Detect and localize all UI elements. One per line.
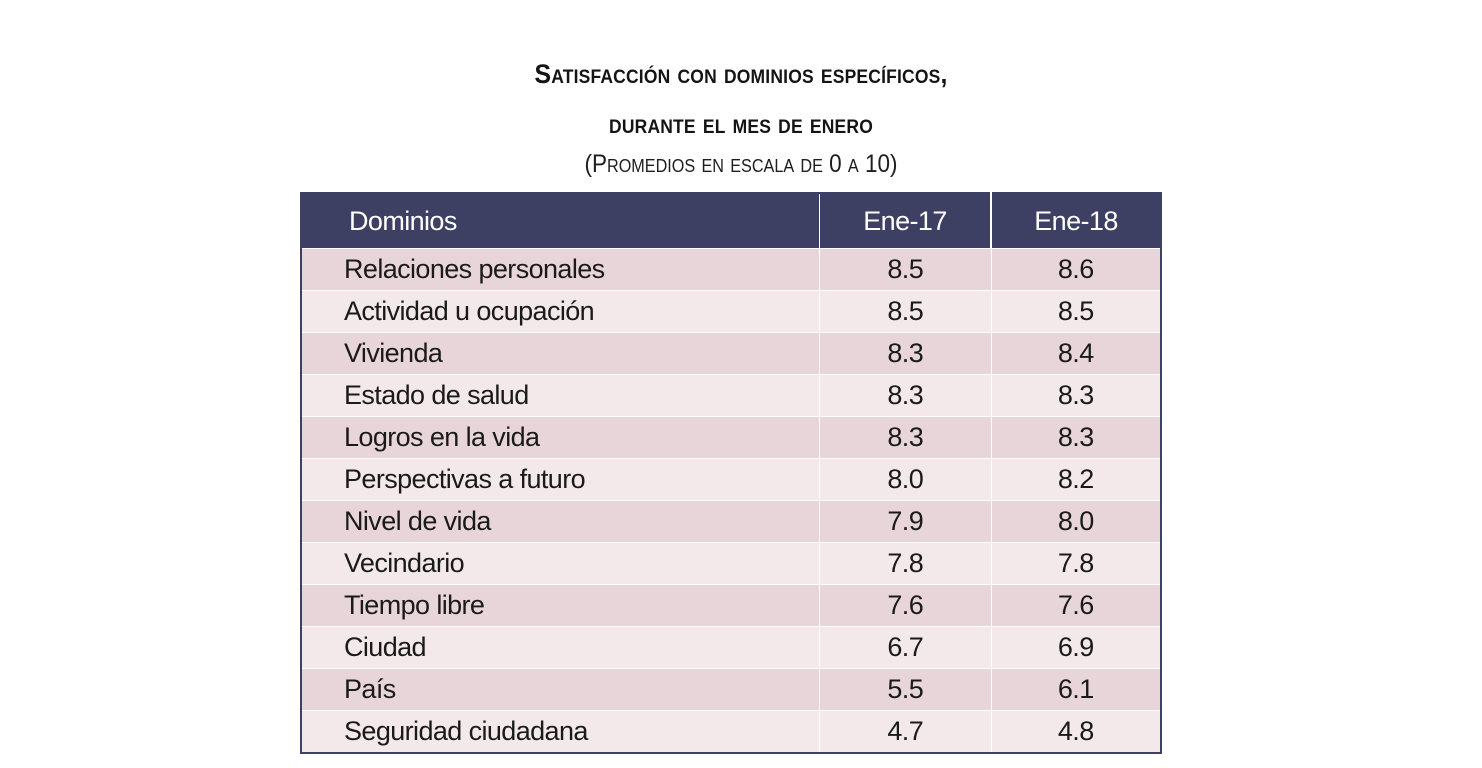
value-cell-ene-17: 8.5 <box>819 248 992 291</box>
value-cell-ene-18: 8.3 <box>991 416 1161 459</box>
table-row: Relaciones personales 8.5 8.6 <box>301 248 1161 291</box>
domain-cell: Seguridad ciudadana <box>301 710 820 753</box>
domain-cell: Actividad u ocupación <box>301 290 820 333</box>
value-cell-ene-18: 8.0 <box>991 500 1161 543</box>
table-row: Seguridad ciudadana 4.7 4.8 <box>301 710 1161 753</box>
domain-cell: Vivienda <box>301 332 820 375</box>
table-row: Tiempo libre 7.6 7.6 <box>301 584 1161 627</box>
domain-cell: Relaciones personales <box>301 248 820 291</box>
value-cell-ene-17: 5.5 <box>819 668 992 711</box>
domain-cell: Ciudad <box>301 626 820 669</box>
domain-cell: Estado de salud <box>301 374 820 417</box>
value-cell-ene-17: 7.8 <box>819 542 992 585</box>
value-cell-ene-18: 8.4 <box>991 332 1161 375</box>
value-cell-ene-17: 6.7 <box>819 626 992 669</box>
value-cell-ene-18: 4.8 <box>991 710 1161 753</box>
domain-cell: Tiempo libre <box>301 584 820 627</box>
chart-title-line-1: Satisfacción con dominios específicos, <box>534 59 948 89</box>
column-header-dominios: Dominios <box>301 193 820 249</box>
domain-cell: Perspectivas a futuro <box>301 458 820 501</box>
table-body: Relaciones personales 8.5 8.6 Actividad u o… <box>301 248 1161 753</box>
table-row: Vivienda 8.3 8.4 <box>301 332 1161 375</box>
domain-cell: Logros en la vida <box>301 416 820 459</box>
domain-cell: Nivel de vida <box>301 500 820 543</box>
table-row: Perspectivas a futuro 8.0 8.2 <box>301 458 1161 501</box>
value-cell-ene-18: 6.1 <box>991 668 1161 711</box>
table-row: Nivel de vida 7.9 8.0 <box>301 500 1161 543</box>
table-header-row: Dominios Ene-17 Ene-18 <box>301 193 1161 249</box>
value-cell-ene-17: 8.5 <box>819 290 992 333</box>
domain-cell: Vecindario <box>301 542 820 585</box>
column-header-ene-17: Ene-17 <box>819 193 992 249</box>
chart-title-line-2: durante el mes de enero <box>609 109 873 139</box>
value-cell-ene-17: 8.3 <box>819 374 992 417</box>
value-cell-ene-17: 7.9 <box>819 500 992 543</box>
value-cell-ene-18: 7.6 <box>991 584 1161 627</box>
value-cell-ene-17: 8.3 <box>819 416 992 459</box>
domain-cell: País <box>301 668 820 711</box>
table-row: Estado de salud 8.3 8.3 <box>301 374 1161 417</box>
satisfaction-table: Dominios Ene-17 Ene-18 Relaciones person… <box>300 192 1162 754</box>
chart-subtitle: (Promedios en escala de 0 a 10) <box>584 150 898 178</box>
value-cell-ene-18: 8.5 <box>991 290 1161 333</box>
value-cell-ene-18: 8.2 <box>991 458 1161 501</box>
column-header-ene-18: Ene-18 <box>991 193 1161 249</box>
value-cell-ene-18: 8.6 <box>991 248 1161 291</box>
value-cell-ene-18: 8.3 <box>991 374 1161 417</box>
table-row: Actividad u ocupación 8.5 8.5 <box>301 290 1161 333</box>
value-cell-ene-18: 6.9 <box>991 626 1161 669</box>
table-row: Vecindario 7.8 7.8 <box>301 542 1161 585</box>
title-block: Satisfacción con dominios específicos, d… <box>0 48 1482 180</box>
value-cell-ene-17: 4.7 <box>819 710 992 753</box>
value-cell-ene-18: 7.8 <box>991 542 1161 585</box>
value-cell-ene-17: 8.3 <box>819 332 992 375</box>
table-row: País 5.5 6.1 <box>301 668 1161 711</box>
table-row: Ciudad 6.7 6.9 <box>301 626 1161 669</box>
value-cell-ene-17: 7.6 <box>819 584 992 627</box>
table-row: Logros en la vida 8.3 8.3 <box>301 416 1161 459</box>
value-cell-ene-17: 8.0 <box>819 458 992 501</box>
